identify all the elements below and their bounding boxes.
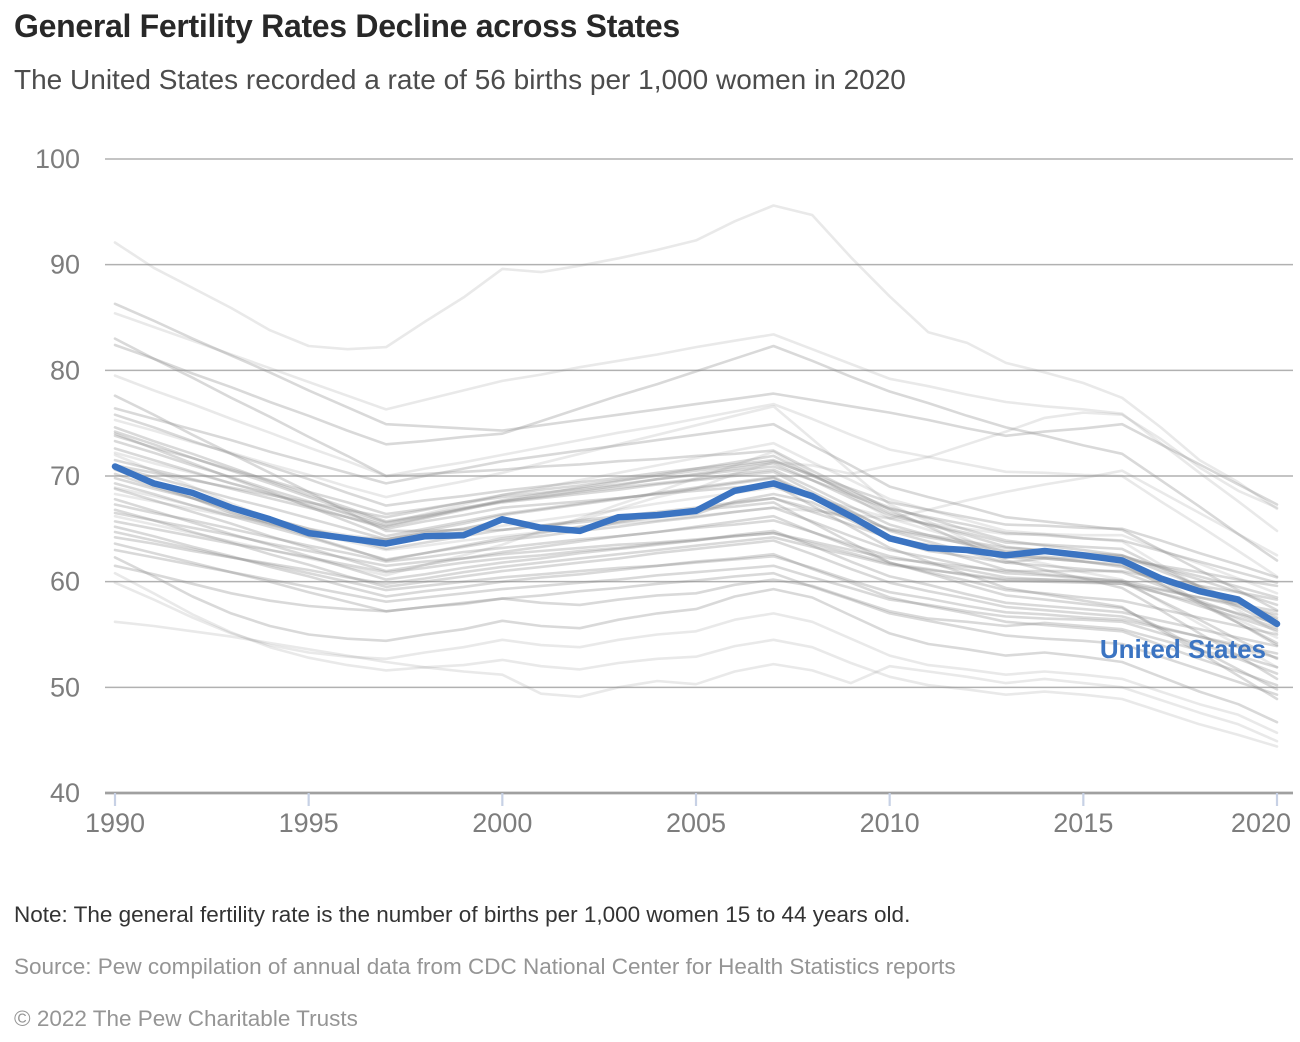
y-axis-label: 60 bbox=[50, 567, 80, 597]
y-axis-label: 90 bbox=[50, 250, 80, 280]
state-line bbox=[113, 571, 1279, 748]
state-line bbox=[113, 459, 1279, 579]
state-line bbox=[113, 581, 1279, 735]
y-axis-label: 40 bbox=[50, 778, 80, 808]
state-line bbox=[113, 487, 1279, 636]
chart-copyright: © 2022 The Pew Charitable Trusts bbox=[14, 1006, 358, 1031]
state-line bbox=[113, 447, 1279, 701]
state-line bbox=[113, 432, 1279, 661]
y-axis-label: 80 bbox=[50, 355, 80, 385]
y-axis-label: 100 bbox=[35, 144, 80, 174]
state-line bbox=[113, 312, 1279, 533]
x-axis-label: 2015 bbox=[1053, 808, 1113, 838]
state-line bbox=[113, 434, 1279, 585]
state-line bbox=[113, 548, 1279, 669]
state-line bbox=[113, 411, 1279, 541]
state-line bbox=[113, 503, 1279, 625]
state-line bbox=[113, 564, 1279, 675]
state-line bbox=[113, 511, 1279, 601]
state-line bbox=[113, 204, 1279, 511]
state-line bbox=[113, 508, 1279, 660]
us-line-label: United States bbox=[1100, 634, 1266, 664]
x-axis-label: 1995 bbox=[279, 808, 339, 838]
y-axis-label: 70 bbox=[50, 461, 80, 491]
state-line bbox=[113, 343, 1279, 562]
state-line bbox=[113, 535, 1279, 632]
state-line bbox=[113, 525, 1279, 687]
state-line bbox=[113, 337, 1279, 681]
state-line bbox=[113, 374, 1279, 578]
state-line bbox=[113, 542, 1279, 697]
x-axis-label: 2005 bbox=[666, 808, 726, 838]
x-axis-label: 2000 bbox=[472, 808, 532, 838]
state-line bbox=[113, 530, 1279, 655]
x-axis-label: 2010 bbox=[860, 808, 920, 838]
chart-source: Source: Pew compilation of annual data f… bbox=[14, 954, 956, 979]
state-line bbox=[113, 620, 1279, 743]
state-line bbox=[113, 430, 1279, 630]
state-line bbox=[113, 520, 1279, 613]
fertility-chart: 1990 1995 2000 2005 2010 2015 2020 40 50 60 70 80 90… bbox=[35, 144, 1293, 838]
x-axis-label: 1990 bbox=[85, 808, 145, 838]
state-line bbox=[113, 302, 1279, 506]
y-axis-label: 50 bbox=[50, 672, 80, 702]
page-subtitle: The United States recorded a rate of 56 … bbox=[14, 64, 906, 95]
state-line bbox=[113, 426, 1279, 645]
state-line bbox=[113, 497, 1279, 648]
state-line bbox=[113, 556, 1279, 724]
state-line bbox=[113, 407, 1279, 612]
chart-note: Note: The general fertility rate is the … bbox=[14, 902, 911, 927]
state-line bbox=[113, 482, 1279, 616]
state-line bbox=[113, 441, 1279, 634]
state-line bbox=[113, 458, 1279, 628]
us-line bbox=[111, 463, 1281, 628]
state-line bbox=[113, 450, 1279, 640]
state-line bbox=[113, 404, 1279, 669]
chart-area: 1990 1995 2000 2005 2010 2015 2020 40 50 60 70 80 90… bbox=[0, 130, 1300, 860]
x-axis-label: 2020 bbox=[1231, 808, 1291, 838]
page-title: General Fertility Rates Decline across S… bbox=[14, 8, 680, 44]
state-line bbox=[113, 413, 1279, 619]
